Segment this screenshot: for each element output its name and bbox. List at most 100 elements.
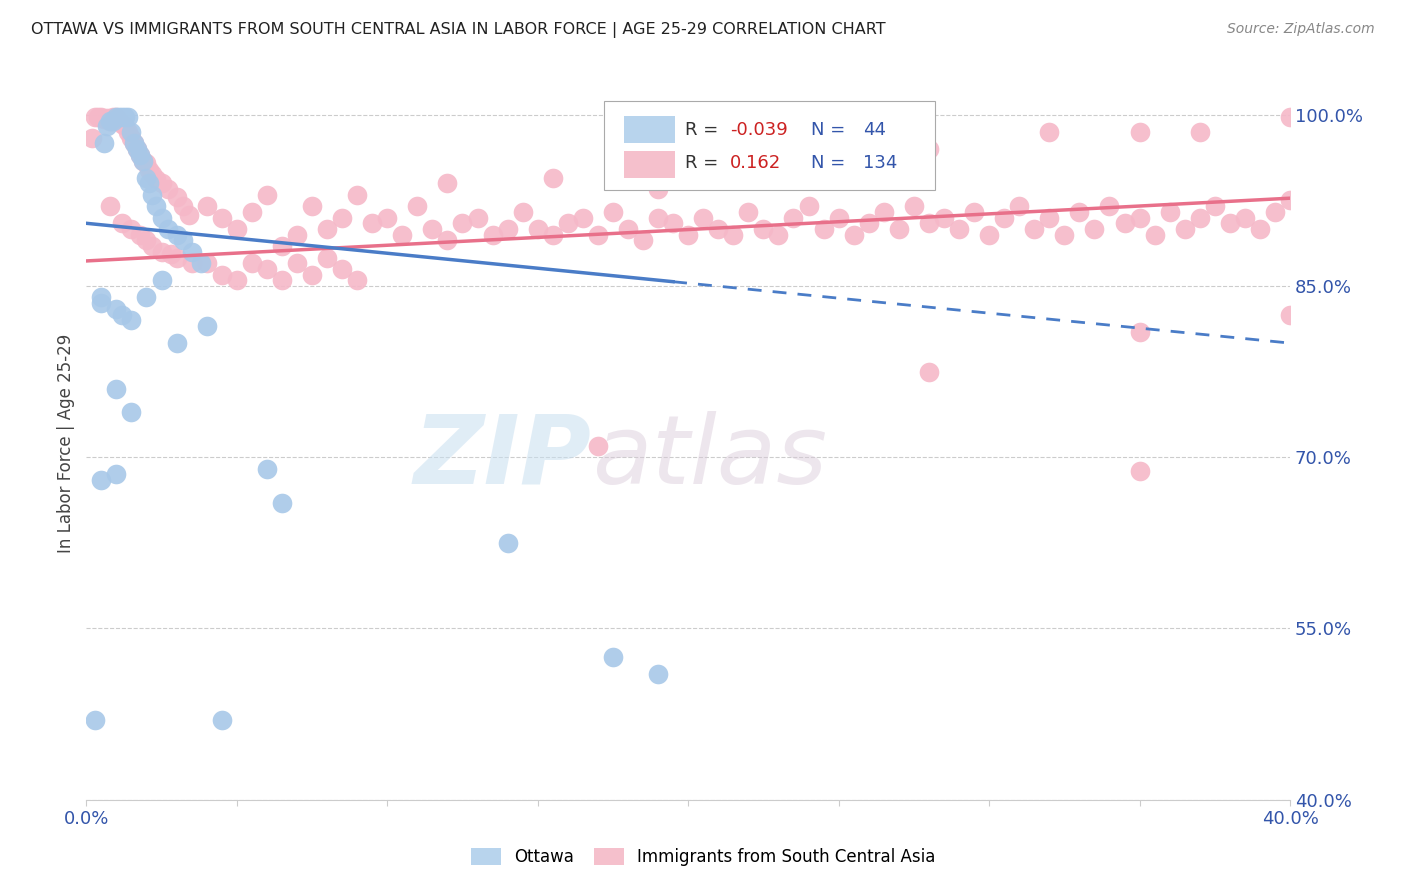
Point (1053, 227, 1076, 242)
Point (1233, 211, 1256, 225)
Point (87, 110, 110, 124)
Text: OTTAWA VS IMMIGRANTS FROM SOUTH CENTRAL ASIA IN LABOR FORCE | AGE 25-29 CORRELAT: OTTAWA VS IMMIGRANTS FROM SOUTH CENTRAL … (31, 22, 886, 38)
Text: Source: ZipAtlas.com: Source: ZipAtlas.com (1227, 22, 1375, 37)
Point (316, 222, 339, 236)
Point (225, 273, 247, 287)
Text: ZIP: ZIP (413, 410, 592, 504)
Point (1188, 211, 1211, 225)
Point (1024, 222, 1046, 236)
Point (993, 211, 1015, 225)
Point (127, 142, 149, 156)
Text: -0.039: -0.039 (730, 120, 787, 139)
Point (150, 211, 173, 225)
Point (256, 261, 278, 276)
Point (141, 239, 163, 253)
Point (256, 187, 278, 202)
Point (211, 713, 233, 727)
Point (135, 290, 157, 304)
Point (114, 110, 136, 124)
Point (526, 222, 548, 236)
Point (692, 211, 714, 225)
Point (105, 110, 128, 124)
Text: R =: R = (685, 154, 730, 172)
Point (918, 365, 941, 379)
Point (827, 211, 849, 225)
Point (330, 261, 353, 276)
Point (346, 187, 368, 202)
Point (138, 162, 160, 177)
Point (127, 142, 149, 156)
Point (98, 113, 121, 128)
Point (120, 404, 142, 418)
Point (240, 256, 263, 270)
Point (481, 227, 503, 242)
Point (662, 216, 685, 230)
Point (93, 112, 115, 127)
Point (90, 296, 112, 310)
Legend: Ottawa, Immigrants from South Central Asia: Ottawa, Immigrants from South Central As… (464, 841, 942, 873)
Point (1264, 205, 1286, 219)
Point (285, 256, 308, 270)
Point (586, 439, 609, 453)
Point (977, 227, 1000, 242)
Point (842, 227, 865, 242)
Point (375, 211, 398, 225)
Point (768, 227, 790, 242)
Text: 134: 134 (863, 154, 897, 172)
Point (120, 313, 142, 327)
Point (180, 244, 202, 259)
Point (84, 713, 107, 727)
Point (82, 130, 104, 145)
Point (195, 318, 218, 333)
Text: N =: N = (811, 154, 851, 172)
Point (436, 234, 458, 248)
Point (887, 222, 910, 236)
Text: 0.162: 0.162 (730, 154, 782, 172)
Point (285, 227, 308, 242)
Point (166, 190, 188, 204)
Point (120, 222, 142, 236)
Point (1069, 205, 1091, 219)
Point (1038, 211, 1060, 225)
Point (737, 205, 759, 219)
Point (782, 211, 804, 225)
Point (1128, 211, 1150, 225)
Point (129, 148, 152, 162)
Point (873, 205, 896, 219)
Point (145, 199, 167, 213)
Point (150, 273, 173, 287)
Point (647, 667, 669, 681)
Point (150, 244, 173, 259)
Point (135, 156, 157, 170)
Point (129, 148, 152, 162)
Point (211, 211, 233, 225)
Point (572, 211, 595, 225)
Point (124, 136, 146, 151)
Point (270, 273, 292, 287)
Point (752, 222, 775, 236)
Point (932, 211, 955, 225)
Point (1188, 125, 1211, 139)
Point (1128, 325, 1150, 339)
Point (330, 211, 353, 225)
Bar (624, 116, 675, 144)
Point (98, 113, 121, 128)
Point (135, 170, 157, 185)
Point (1008, 199, 1031, 213)
Point (1249, 222, 1271, 236)
Point (1279, 308, 1302, 322)
Point (1098, 199, 1121, 213)
Point (103, 110, 125, 124)
Point (108, 113, 131, 128)
Point (586, 227, 609, 242)
Point (180, 256, 202, 270)
Point (117, 110, 139, 124)
Point (117, 125, 139, 139)
Point (496, 536, 519, 550)
Point (557, 216, 579, 230)
Point (1038, 125, 1060, 139)
Point (141, 167, 163, 181)
Point (676, 227, 699, 242)
Point (1128, 125, 1150, 139)
Point (391, 227, 413, 242)
